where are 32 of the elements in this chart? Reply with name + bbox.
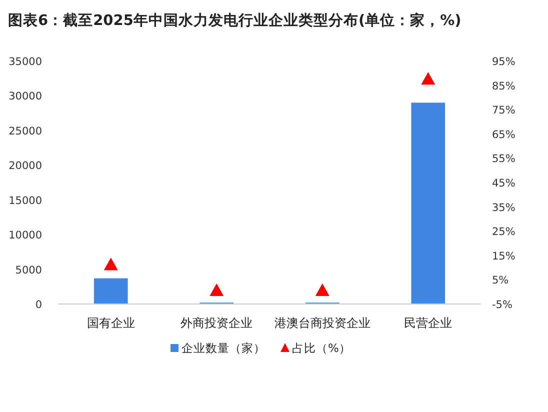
y-tick-label: 10000 xyxy=(8,230,42,242)
x-tick-label: 港澳台商投资企业 xyxy=(274,316,370,330)
y2-tick-label: 5% xyxy=(492,274,509,287)
y2-tick-label: 25% xyxy=(492,226,516,238)
x-tick-label: 民营企业 xyxy=(404,316,452,330)
point xyxy=(315,283,330,296)
bar xyxy=(411,102,446,304)
legend-label: 企业数量（家） xyxy=(182,341,266,355)
y2-tick-label: 95% xyxy=(492,56,516,68)
y2-tick-label: 55% xyxy=(492,153,516,166)
y2-tick-label: 85% xyxy=(492,80,516,92)
chart-title: 图表6：截至2025年中国水力发电行业企业类型分布(单位：家，%) xyxy=(8,11,462,29)
y-tick-label: 5000 xyxy=(15,264,42,276)
y2-tick-label: 15% xyxy=(492,250,516,262)
y2-tick-label: 35% xyxy=(492,202,516,214)
y2-tick-label: 75% xyxy=(492,104,516,117)
point xyxy=(104,258,118,270)
y-tick-label: 15000 xyxy=(8,194,42,207)
x-tick-label: 国有企业 xyxy=(86,316,135,330)
y2-tick-label: -5% xyxy=(492,299,512,311)
point xyxy=(421,72,436,85)
y-tick-label: 25000 xyxy=(8,125,42,138)
y2-tick-label: 65% xyxy=(492,128,516,141)
legend-label: 占比（%） xyxy=(292,341,351,355)
y-tick-label: 30000 xyxy=(8,90,42,103)
y-tick-label: 0 xyxy=(35,299,42,311)
y-tick-label: 20000 xyxy=(8,160,42,172)
y-tick-label: 35000 xyxy=(8,56,42,68)
x-tick-label: 外商投资企业 xyxy=(180,316,253,330)
point xyxy=(210,283,224,296)
y2-tick-label: 45% xyxy=(492,178,516,190)
bar xyxy=(94,278,128,304)
